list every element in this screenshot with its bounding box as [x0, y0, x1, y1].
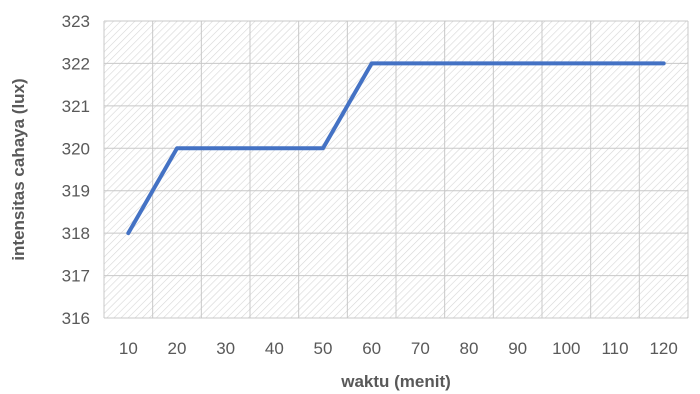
y-tick-label: 318 — [62, 224, 90, 243]
x-tick-label: 30 — [216, 339, 235, 358]
series-line-0 — [126, 61, 666, 236]
series-lines — [126, 61, 666, 236]
y-tick-label: 316 — [62, 309, 90, 328]
x-axis-title: waktu (menit) — [340, 372, 451, 391]
x-tick-label: 50 — [314, 339, 333, 358]
x-tick-label: 120 — [649, 339, 677, 358]
x-tick-label: 60 — [362, 339, 381, 358]
y-tick-label: 321 — [62, 97, 90, 116]
x-tick-label: 10 — [119, 339, 138, 358]
x-tick-label: 100 — [552, 339, 580, 358]
y-tick-label: 319 — [62, 182, 90, 201]
y-tick-label: 322 — [62, 54, 90, 73]
x-tick-label: 40 — [265, 339, 284, 358]
x-tick-label: 110 — [601, 339, 628, 358]
y-tick-label: 317 — [62, 267, 90, 286]
y-axis-ticks: 316 317 318 319 320 321 322 323 — [62, 12, 90, 328]
x-tick-label: 80 — [460, 339, 479, 358]
y-tick-label: 320 — [62, 139, 90, 158]
y-axis-title: intensitas cahaya (lux) — [9, 78, 28, 260]
y-tick-label: 323 — [62, 12, 90, 31]
gridlines — [103, 20, 689, 319]
x-tick-label: 20 — [168, 339, 187, 358]
x-tick-label: 70 — [411, 339, 430, 358]
x-axis-ticks: 10 20 30 40 50 60 70 80 90 100 110 120 — [119, 339, 678, 358]
x-tick-label: 90 — [508, 339, 527, 358]
